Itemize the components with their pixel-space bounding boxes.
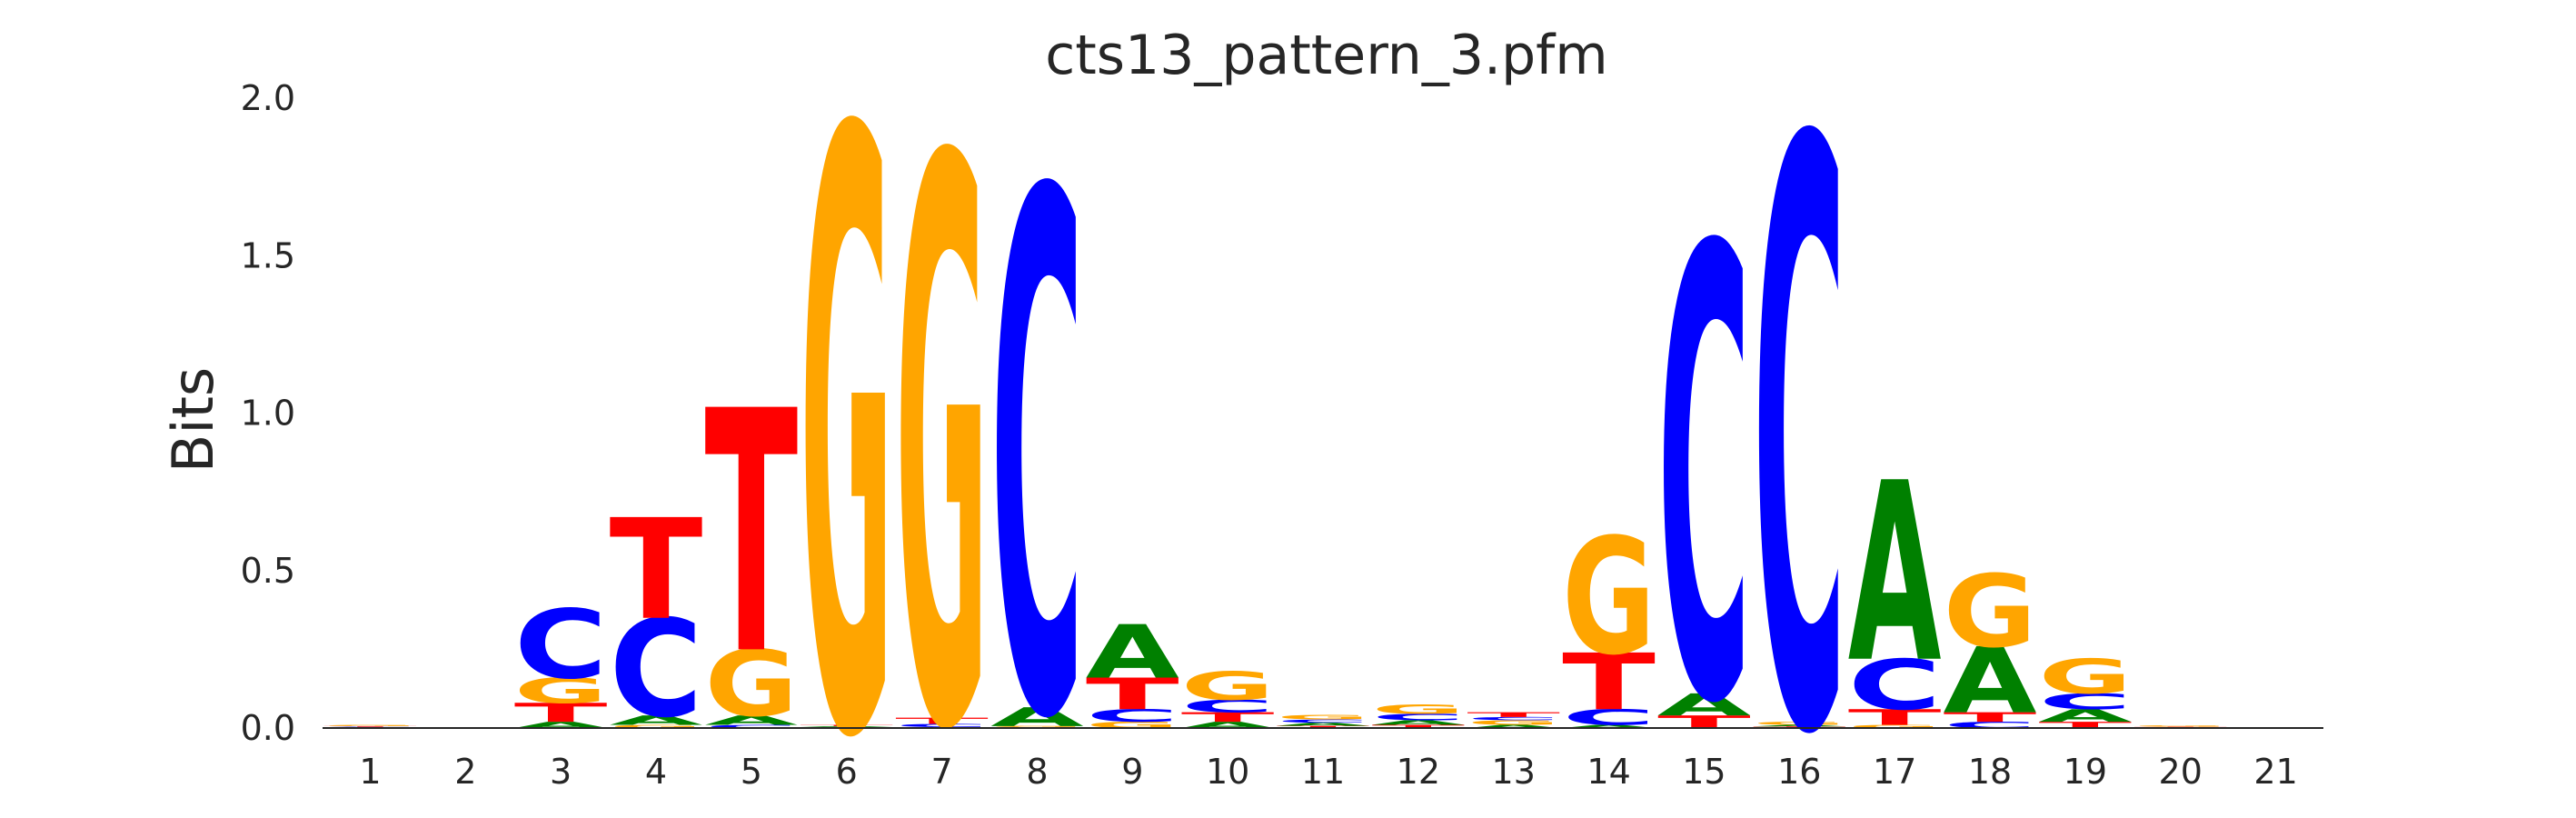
logo-letter-t: T bbox=[323, 726, 417, 727]
logo-letter-t: T bbox=[1562, 637, 1656, 728]
logo-letter-g: G bbox=[800, 0, 893, 818]
x-tick-label: 5 bbox=[741, 752, 762, 792]
y-axis-label: Bits bbox=[160, 367, 226, 473]
x-tick-label: 4 bbox=[645, 752, 667, 792]
logo-letter-t: T bbox=[1086, 669, 1179, 719]
logo-letter-a: A bbox=[1753, 724, 1846, 727]
logo-letter-g: G bbox=[2133, 725, 2227, 727]
x-tick-label: 19 bbox=[2064, 752, 2107, 792]
chart-title: cts13_pattern_3.pfm bbox=[1045, 24, 1607, 87]
logo-letter-t: T bbox=[1181, 710, 1275, 725]
y-tick-label: 0.5 bbox=[241, 551, 295, 591]
x-tick-label: 3 bbox=[550, 752, 572, 792]
logo-letter-c: C bbox=[1086, 705, 1179, 725]
x-tick-label: 15 bbox=[1682, 752, 1726, 792]
logo-letter-a: A bbox=[514, 720, 608, 730]
x-axis-ticks: 1 2 3 4 5 6 7 8 9 10 11 12 13 14 15 16 17 18 19 20 21 bbox=[359, 752, 2297, 792]
logo-letter-g: G bbox=[323, 724, 417, 726]
logo-letter-g: G bbox=[1467, 719, 1560, 726]
logo-letter-a: A bbox=[1657, 687, 1751, 723]
x-tick-label: 18 bbox=[1968, 752, 2012, 792]
logo-letter-a: A bbox=[1562, 724, 1656, 730]
logo-letter-c: C bbox=[1944, 720, 2037, 730]
logo-letter-c: C bbox=[323, 726, 417, 727]
y-tick-label: 1.0 bbox=[241, 394, 295, 434]
y-axis-ticks: 0.0 0.5 1.0 1.5 2.0 bbox=[241, 78, 295, 748]
x-tick-label: 11 bbox=[1301, 752, 1345, 792]
logo-letter-t: T bbox=[2038, 720, 2132, 730]
logo-letter-t: T bbox=[895, 716, 989, 726]
y-tick-label: 1.5 bbox=[241, 235, 295, 275]
y-tick-label: 0.0 bbox=[241, 708, 295, 748]
logo-letter-a: A bbox=[1944, 628, 2037, 733]
logo-letter-t: T bbox=[1848, 705, 1942, 731]
logo-letter-t: T bbox=[1371, 724, 1465, 730]
logo-letter-a: A bbox=[1086, 610, 1179, 695]
logo-letter-g: G bbox=[1181, 663, 1275, 709]
x-tick-label: 7 bbox=[930, 752, 952, 792]
x-tick-label: 17 bbox=[1873, 752, 1916, 792]
x-tick-label: 10 bbox=[1206, 752, 1249, 792]
logo-letter-c: C bbox=[1562, 705, 1656, 731]
logo-letter-g: G bbox=[1277, 713, 1370, 721]
logo-letter-g: G bbox=[1371, 702, 1465, 717]
logo-letter-c: C bbox=[1467, 716, 1560, 722]
logo-letter-t: T bbox=[1944, 710, 2037, 725]
logo-stacks: ACTGATGCGACTCAGTCATGACTGTGACGCTAATCGTACG… bbox=[323, 0, 2228, 818]
logo-letter-c: C bbox=[1657, 121, 1751, 818]
logo-letter-c: C bbox=[895, 723, 989, 729]
x-tick-label: 13 bbox=[1492, 752, 1536, 792]
logo-letter-g: G bbox=[1086, 720, 1179, 730]
x-tick-label: 1 bbox=[359, 752, 381, 792]
x-tick-label: 20 bbox=[2159, 752, 2203, 792]
logo-letter-g: G bbox=[1753, 721, 1846, 726]
logo-letter-a: A bbox=[610, 713, 703, 728]
logo-letter-g: G bbox=[514, 671, 608, 711]
logo-letter-a: A bbox=[1277, 722, 1370, 727]
logo-letter-c: C bbox=[610, 592, 703, 747]
x-tick-label: 14 bbox=[1586, 752, 1630, 792]
y-tick-label: 2.0 bbox=[241, 78, 295, 118]
logo-letter-t: T bbox=[1277, 725, 1370, 729]
logo-letter-c: C bbox=[704, 724, 798, 730]
logo-letter-c: C bbox=[1371, 713, 1465, 723]
logo-letter-c: C bbox=[1181, 696, 1275, 716]
logo-letter-c: C bbox=[514, 590, 608, 701]
x-tick-label: 21 bbox=[2253, 752, 2297, 792]
logo-letter-g: G bbox=[990, 726, 1084, 728]
logo-letter-a: A bbox=[704, 713, 798, 728]
logo-letter-a: A bbox=[2038, 706, 2132, 726]
logo-letter-t: T bbox=[610, 490, 703, 651]
logo-letter-t: T bbox=[514, 697, 608, 727]
logo-letter-t: T bbox=[2133, 726, 2227, 727]
logo-letter-g: G bbox=[2038, 649, 2132, 704]
logo-letter-a: A bbox=[1181, 720, 1275, 730]
logo-letter-t: T bbox=[800, 724, 893, 726]
logo-letter-g: G bbox=[1944, 554, 2037, 670]
logo-letter-c: C bbox=[1848, 644, 1942, 725]
logo-letter-t: T bbox=[704, 340, 799, 727]
x-tick-label: 6 bbox=[836, 752, 858, 792]
x-tick-label: 9 bbox=[1121, 752, 1143, 792]
logo-letter-g: G bbox=[704, 632, 798, 737]
logo-letter-c: C bbox=[990, 45, 1084, 818]
logo-letter-c: C bbox=[2038, 689, 2132, 714]
logo-letter-a: A bbox=[800, 726, 893, 728]
x-tick-label: 12 bbox=[1397, 752, 1440, 792]
logo-letter-g: G bbox=[1562, 504, 1656, 690]
logo-letter-c: C bbox=[1753, 0, 1846, 818]
logo-letter-c: C bbox=[1277, 719, 1370, 724]
logo-letter-a: A bbox=[1848, 432, 1942, 718]
x-tick-label: 16 bbox=[1777, 752, 1821, 792]
x-tick-label: 8 bbox=[1026, 752, 1048, 792]
logo-letter-g: G bbox=[610, 724, 703, 730]
logo-letter-g: G bbox=[1848, 724, 1942, 730]
logo-letter-g: G bbox=[895, 2, 989, 818]
x-tick-label: 2 bbox=[454, 752, 476, 792]
logo-letter-a: A bbox=[1371, 719, 1465, 726]
logo-letter-a: A bbox=[1467, 724, 1560, 730]
logo-letter-t: T bbox=[1467, 711, 1560, 718]
